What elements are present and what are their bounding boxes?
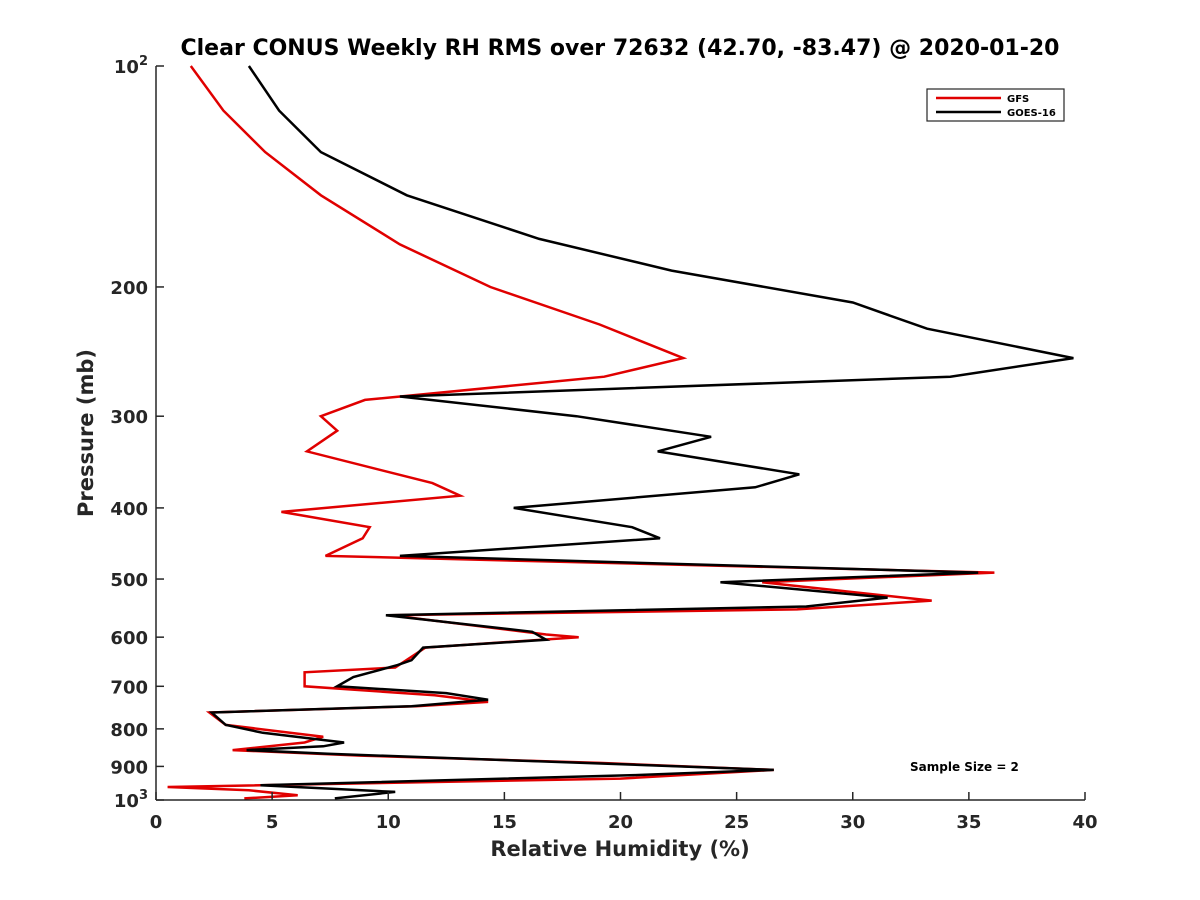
y-tick-label: 600 (110, 628, 148, 649)
y-tick-label: 300 (110, 407, 148, 428)
x-tick-label: 25 (724, 812, 749, 833)
sample-size-annotation: Sample Size = 2 (910, 760, 1019, 774)
y-axis-ticks: 102 200 300 400 500 600 700 800 900 103 (110, 54, 164, 812)
legend: GFS GOES-16 (926, 88, 1065, 122)
legend-label-2: GOES-16 (1007, 108, 1056, 119)
legend-label-1: GFS (1007, 94, 1029, 105)
x-tick-label: 0 (150, 812, 163, 833)
x-tick-label: 10 (376, 812, 401, 833)
chart-title: Clear CONUS Weekly RH RMS over 72632 (42… (181, 36, 1060, 61)
legend-box (926, 88, 1065, 122)
x-tick-label: 30 (840, 812, 865, 833)
x-tick-label: 15 (492, 812, 517, 833)
x-tick-label: 40 (1072, 812, 1097, 833)
x-tick-label: 35 (956, 812, 981, 833)
y-tick-label: 400 (110, 499, 148, 520)
plot-area: 0 5 10 15 20 25 30 35 40 102 200 300 400 500 600 700 80… (110, 54, 1097, 833)
y-tick-label: 103 (114, 788, 148, 812)
y-tick-label: 500 (110, 570, 148, 591)
series-line-2 (208, 65, 1074, 800)
x-axis-ticks: 0 5 10 15 20 25 30 35 40 (150, 792, 1098, 833)
x-tick-label: 20 (608, 812, 633, 833)
y-axis-label: Pressure (mb) (74, 349, 98, 517)
y-tick-label: 700 (110, 677, 148, 698)
y-tick-label: 800 (110, 720, 148, 741)
y-tick-label: 200 (110, 278, 148, 299)
x-tick-label: 5 (266, 812, 279, 833)
y-tick-label: 102 (114, 54, 148, 78)
y-tick-label: 900 (110, 757, 148, 778)
series-lines (167, 65, 1074, 800)
x-axis-label: Relative Humidity (%) (490, 837, 749, 861)
